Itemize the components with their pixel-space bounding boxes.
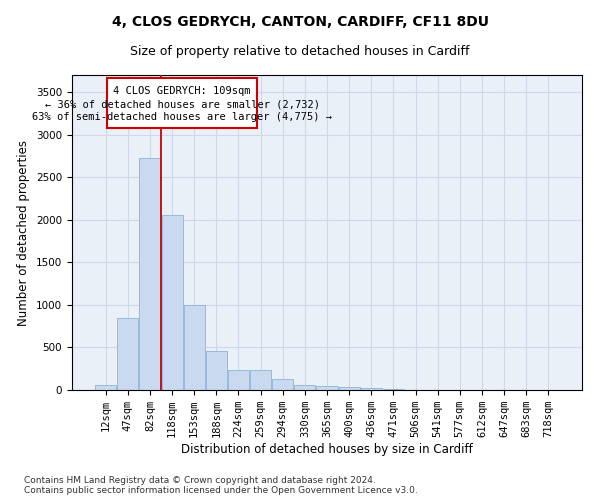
Text: Contains HM Land Registry data © Crown copyright and database right 2024.
Contai: Contains HM Land Registry data © Crown c… — [24, 476, 418, 495]
Bar — [272, 379, 293, 390]
Bar — [184, 305, 205, 390]
Bar — [338, 387, 359, 390]
Bar — [316, 386, 338, 390]
Text: Size of property relative to detached houses in Cardiff: Size of property relative to detached ho… — [130, 45, 470, 58]
Bar — [139, 158, 160, 390]
Bar — [295, 385, 316, 390]
Bar — [206, 351, 227, 390]
Bar — [383, 389, 404, 390]
Bar — [118, 318, 139, 390]
Text: 4, CLOS GEDRYCH, CANTON, CARDIFF, CF11 8DU: 4, CLOS GEDRYCH, CANTON, CARDIFF, CF11 8… — [112, 15, 488, 29]
Text: 4 CLOS GEDRYCH: 109sqm: 4 CLOS GEDRYCH: 109sqm — [113, 86, 251, 96]
Text: ← 36% of detached houses are smaller (2,732): ← 36% of detached houses are smaller (2,… — [44, 99, 320, 109]
FancyBboxPatch shape — [107, 78, 257, 128]
Bar — [95, 385, 116, 390]
Bar — [361, 388, 382, 390]
Bar — [228, 370, 249, 390]
Bar — [161, 214, 182, 390]
Y-axis label: Number of detached properties: Number of detached properties — [17, 140, 31, 326]
Bar — [250, 370, 271, 390]
Text: 63% of semi-detached houses are larger (4,775) →: 63% of semi-detached houses are larger (… — [32, 112, 332, 122]
X-axis label: Distribution of detached houses by size in Cardiff: Distribution of detached houses by size … — [181, 443, 473, 456]
